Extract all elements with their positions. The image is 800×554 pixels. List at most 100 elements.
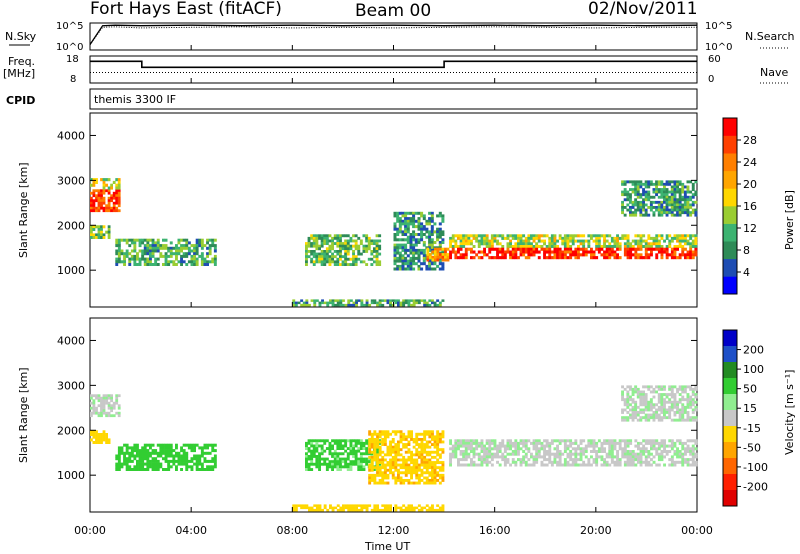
heatmap-cell — [436, 238, 440, 242]
heatmap-cell — [406, 248, 410, 252]
heatmap-cell — [683, 185, 687, 189]
heatmap-cell — [436, 250, 440, 254]
heatmap-cell — [676, 455, 679, 459]
heatmap-cell — [472, 452, 476, 456]
heatmap-cell — [213, 443, 217, 447]
heatmap-cell — [678, 234, 682, 238]
heatmap-cell — [694, 242, 698, 246]
heatmap-cell — [652, 444, 656, 448]
heatmap-cell — [657, 416, 661, 420]
heatmap-cell — [694, 239, 698, 243]
heatmap-cell — [670, 439, 674, 443]
heatmap-cell — [97, 236, 101, 239]
heatmap-cell — [397, 479, 400, 482]
heatmap-cell — [441, 440, 445, 444]
heatmap-cell — [95, 196, 98, 200]
heatmap-cell — [352, 508, 356, 512]
heatmap-cell — [553, 234, 557, 238]
heatmap-cell — [610, 250, 614, 254]
heatmap-cell — [689, 203, 693, 207]
heatmap-cell — [386, 450, 390, 454]
heatmap-cell — [328, 263, 332, 266]
heatmap-cell — [642, 239, 646, 243]
heatmap-cell — [623, 439, 627, 443]
heatmap-cell — [399, 453, 403, 457]
heatmap-cell — [689, 385, 693, 389]
heatmap-cell — [676, 182, 679, 186]
heatmap-cell — [681, 190, 685, 194]
heatmap-cell — [639, 211, 643, 215]
heatmap-cell — [423, 506, 427, 510]
heatmap-cell — [334, 299, 338, 302]
heatmap-cell — [185, 454, 189, 458]
heatmap-cell — [352, 439, 355, 443]
heatmap-cell — [571, 447, 575, 451]
heatmap-cell — [663, 250, 666, 254]
heatmap-cell — [686, 463, 690, 467]
heatmap-cell — [530, 236, 533, 240]
heatmap-cell — [133, 249, 137, 253]
heatmap-cell — [333, 255, 337, 259]
heatmap-cell — [470, 450, 473, 453]
heatmap-cell — [156, 246, 160, 250]
heatmap-cell — [381, 299, 385, 302]
heatmap-cell — [428, 479, 432, 482]
heatmap-cell — [425, 303, 429, 307]
heatmap-cell — [673, 395, 677, 399]
heatmap-cell — [438, 241, 442, 244]
heatmap-cell — [357, 252, 361, 256]
heatmap-cell — [347, 301, 351, 305]
heatmap-cell — [315, 508, 319, 512]
heatmap-cell — [608, 450, 612, 453]
heatmap-cell — [582, 247, 586, 251]
heatmap-cell — [621, 455, 625, 459]
heatmap-cell — [130, 241, 134, 245]
heatmap-cell — [383, 506, 387, 510]
heatmap-cell — [389, 301, 392, 305]
heatmap-cell — [462, 239, 466, 243]
heatmap-cell — [608, 447, 612, 451]
heatmap-cell — [477, 234, 481, 238]
heatmap-cell — [346, 250, 350, 253]
heatmap-cell — [376, 301, 379, 305]
heatmap-cell — [365, 301, 369, 305]
heatmap-cell — [404, 248, 408, 252]
heatmap-cell — [133, 446, 137, 450]
heatmap-cell — [177, 246, 181, 250]
heatmap-cell — [579, 239, 583, 243]
heatmap-cell — [123, 238, 126, 242]
heatmap-cell — [154, 241, 158, 245]
heatmap-cell — [423, 448, 427, 452]
heatmap-cell — [406, 267, 410, 271]
heatmap-cell — [676, 256, 679, 260]
heatmap-cell — [110, 396, 113, 400]
heatmap-cell — [143, 454, 147, 458]
heatmap-cell — [373, 438, 377, 441]
heatmap-cell — [657, 245, 661, 248]
heatmap-cell — [694, 418, 698, 422]
heatmap-cell — [694, 193, 698, 197]
heatmap-cell — [556, 239, 559, 243]
heatmap-cell — [211, 443, 215, 447]
heatmap-cell — [344, 439, 348, 443]
heatmap-cell — [399, 435, 403, 439]
heatmap-cell — [592, 250, 596, 254]
heatmap-cell — [95, 178, 98, 182]
heatmap-cell — [143, 257, 147, 261]
heatmap-cell — [582, 245, 586, 248]
heatmap-cell — [402, 299, 406, 302]
heatmap-cell — [519, 460, 523, 464]
heatmap-cell — [349, 236, 353, 240]
heatmap-cell — [398, 225, 402, 229]
heatmap-cell — [451, 245, 455, 248]
heatmap-cell — [485, 450, 489, 453]
heatmap-cell — [626, 411, 630, 414]
heatmap-cell — [503, 447, 507, 451]
heatmap-cell — [425, 453, 429, 457]
heatmap-cell — [438, 303, 442, 307]
heatmap-cell — [193, 260, 196, 264]
heatmap-cell — [206, 238, 209, 242]
heatmap-cell — [97, 404, 101, 408]
heatmap-cell — [550, 439, 554, 443]
heatmap-cell — [621, 190, 624, 194]
